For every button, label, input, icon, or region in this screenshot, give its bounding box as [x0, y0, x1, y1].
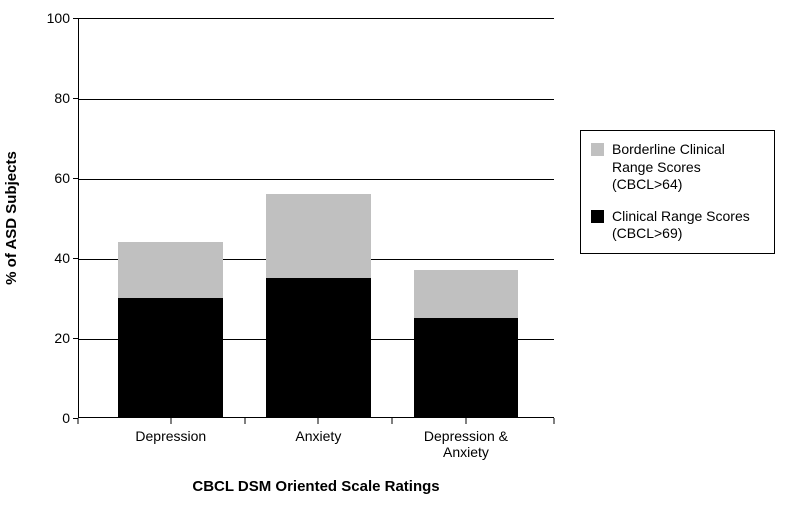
x-boundary-tick — [554, 418, 555, 424]
y-tick-mark — [73, 98, 78, 99]
legend-label: Clinical Range Scores (CBCL>69) — [612, 208, 762, 243]
legend-entry-clinical: Clinical Range Scores (CBCL>69) — [591, 208, 762, 243]
legend-swatch — [591, 143, 604, 156]
y-tick-label: 80 — [44, 90, 70, 106]
legend: Borderline Clinical Range Scores (CBCL>6… — [580, 130, 775, 254]
x-tick-label: Depression & Anxiety — [424, 428, 508, 460]
y-tick-label: 60 — [44, 170, 70, 186]
legend-swatch — [591, 210, 604, 223]
bar-seg-borderline — [118, 242, 223, 298]
y-tick-mark — [73, 258, 78, 259]
y-tick-label: 0 — [44, 410, 70, 426]
x-boundary-tick — [244, 418, 245, 424]
legend-entry-borderline: Borderline Clinical Range Scores (CBCL>6… — [591, 141, 762, 194]
gridline — [79, 99, 554, 100]
bar-seg-borderline — [414, 270, 519, 318]
x-axis-title: CBCL DSM Oriented Scale Ratings — [192, 478, 439, 495]
x-tick-mark — [318, 418, 319, 424]
x-tick-label: Anxiety — [295, 428, 341, 444]
gridline — [79, 179, 554, 180]
y-tick-mark — [73, 178, 78, 179]
bar-seg-clinical — [414, 318, 519, 418]
bar-seg-clinical — [266, 278, 371, 418]
x-tick-mark — [465, 418, 466, 424]
y-tick-label: 40 — [44, 250, 70, 266]
x-boundary-tick — [392, 418, 393, 424]
x-boundary-tick — [78, 418, 79, 424]
bar-seg-clinical — [118, 298, 223, 418]
y-axis-title: % of ASD Subjects — [3, 151, 20, 285]
chart-figure: 0 20 40 60 80 100 Depression Anxiety Depression… — [0, 0, 800, 525]
legend-label: Borderline Clinical Range Scores (CBCL>6… — [612, 141, 762, 194]
x-tick-mark — [170, 418, 171, 424]
y-tick-label: 100 — [44, 10, 70, 26]
y-tick-mark — [73, 338, 78, 339]
x-tick-label: Depression — [135, 428, 206, 444]
y-tick-mark — [73, 18, 78, 19]
bar-seg-borderline — [266, 194, 371, 278]
y-tick-label: 20 — [44, 330, 70, 346]
